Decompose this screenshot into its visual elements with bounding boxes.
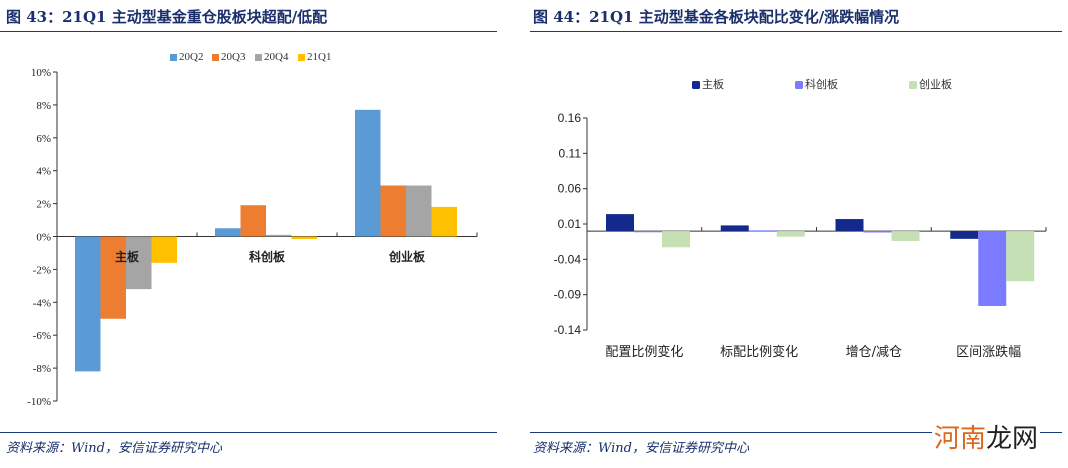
x-category-label: 主板 — [115, 249, 140, 264]
watermark: 河南龙网 — [932, 418, 1041, 455]
bar-21Q1-科创板 — [291, 236, 317, 239]
legend-swatch — [795, 81, 803, 89]
bar-20Q2-创业板 — [355, 109, 381, 237]
y-tick-label: -0.04 — [554, 252, 582, 266]
x-category-label: 配置比例变化 — [605, 344, 683, 360]
bar-创业板-标配比例变化 — [776, 231, 805, 237]
x-category-label: 增仓/减仓 — [846, 345, 902, 360]
y-tick-label: 0.06 — [558, 182, 582, 196]
bar-科创板-区间涨跌幅 — [978, 231, 1007, 306]
bar-20Q2-主板 — [75, 236, 101, 372]
y-tick-label: -0.09 — [554, 288, 582, 302]
bar-主板-区间涨跌幅 — [950, 231, 979, 239]
legend-swatch — [212, 54, 219, 61]
bar-20Q3-主板 — [100, 236, 126, 319]
bar-科创板-标配比例变化 — [748, 230, 777, 232]
y-tick-label: -6% — [33, 330, 51, 342]
bar-主板-增仓/减仓 — [835, 219, 864, 232]
y-tick-label: 8% — [36, 100, 51, 112]
y-tick-label: 10% — [31, 67, 51, 79]
bar-20Q3-创业板 — [380, 185, 406, 237]
left-footer-rule — [0, 432, 497, 433]
y-tick-label: -10% — [27, 396, 51, 408]
bar-20Q4-创业板 — [406, 185, 432, 237]
x-category-label: 科创板 — [249, 249, 286, 264]
y-tick-label: 0% — [36, 232, 51, 244]
legend-label: 20Q2 — [179, 51, 203, 63]
y-tick-label: 0.11 — [559, 146, 582, 160]
bar-20Q4-主板 — [126, 236, 152, 290]
x-category-label: 区间涨跌幅 — [956, 344, 1021, 360]
y-tick-label: 0.01 — [558, 217, 582, 231]
right-source: 资料来源：Wind，安信证券研究中心 — [533, 441, 749, 456]
legend-label: 科创板 — [805, 77, 838, 91]
legend-swatch — [170, 54, 177, 61]
legend-label: 主板 — [702, 77, 724, 91]
y-tick-label: -4% — [33, 297, 51, 309]
bar-创业板-增仓/减仓 — [891, 231, 920, 241]
bar-20Q4-科创板 — [266, 234, 292, 237]
y-tick-label: 4% — [36, 166, 51, 178]
legend-label: 21Q1 — [307, 51, 331, 63]
bar-科创板-增仓/减仓 — [863, 231, 892, 233]
right-chart-title: 图 44：21Q1 主动型基金各板块配比变化/涨跌幅情况 — [533, 8, 900, 26]
legend-swatch — [298, 54, 305, 61]
bar-主板-标配比例变化 — [720, 225, 749, 232]
right-title-rule — [530, 31, 1062, 32]
bar-20Q3-科创板 — [240, 205, 266, 237]
bar-科创板-配置比例变化 — [634, 231, 662, 233]
x-category-label: 标配比例变化 — [720, 344, 798, 360]
y-tick-label: 0.16 — [558, 111, 582, 125]
bar-创业板-区间涨跌幅 — [1006, 231, 1035, 282]
bar-20Q2-科创板 — [215, 228, 241, 237]
legend-swatch — [692, 81, 700, 89]
legend-label: 创业板 — [919, 77, 952, 91]
y-tick-label: -8% — [33, 363, 51, 375]
bar-21Q1-创业板 — [431, 206, 457, 237]
x-category-label: 创业板 — [388, 249, 426, 264]
y-tick-label: 2% — [36, 199, 51, 211]
left-source: 资料来源：Wind，安信证券研究中心 — [6, 441, 222, 456]
bar-主板-配置比例变化 — [606, 214, 634, 232]
legend-label: 20Q3 — [221, 51, 246, 63]
bar-创业板-配置比例变化 — [662, 231, 690, 248]
y-tick-label: 6% — [36, 133, 51, 145]
legend-swatch — [255, 54, 262, 61]
right-footer-rule — [530, 432, 1062, 433]
legend-swatch — [909, 81, 917, 89]
left-chart-title: 图 43：21Q1 主动型基金重仓股板块超配/低配 — [6, 8, 328, 26]
bar-21Q1-主板 — [151, 236, 177, 263]
legend-label: 20Q4 — [264, 51, 289, 63]
y-tick-label: -2% — [33, 264, 51, 276]
y-tick-label: -0.14 — [554, 323, 582, 337]
left-title-rule — [0, 31, 497, 32]
